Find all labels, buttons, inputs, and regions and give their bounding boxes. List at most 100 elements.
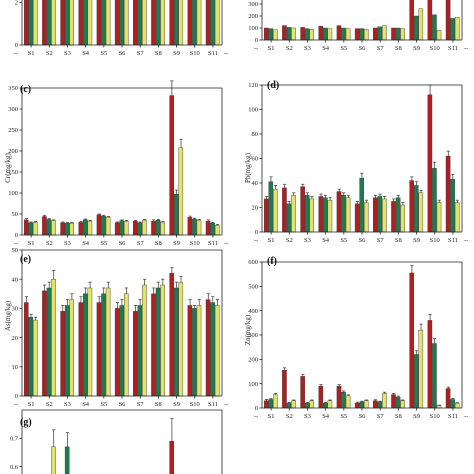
bar-S3-series-3: [309, 29, 314, 41]
bar-S6-series-1: [354, 203, 360, 233]
y-tick-label: 50: [12, 247, 19, 254]
x-tick-label: S4: [322, 237, 330, 244]
bar-S4-series-1: [78, 0, 84, 46]
bar-S4-series-3: [327, 400, 333, 409]
y-tick-label: 150: [8, 169, 18, 176]
y-axis-label: Pb(mg/kg): [244, 152, 252, 183]
bar-S4-series-2: [323, 197, 328, 233]
bar-S11-series-2: [210, 223, 215, 236]
x-tick-label: S9: [413, 413, 420, 420]
y-tick-label: 200: [8, 148, 18, 155]
bar-S1-series-3: [33, 222, 38, 236]
bar-S11-series-2: [210, 302, 215, 397]
bar-S9-series-1: [409, 180, 414, 233]
bar-S11-series-1: [205, 299, 211, 397]
bar-S7-series-2: [377, 401, 383, 409]
bar-S10-series-3: [196, 220, 202, 236]
x-axis-dash: --: [14, 401, 18, 408]
y-tick-label: 100: [8, 190, 18, 197]
bar-S9-series-1: [169, 273, 174, 397]
bar-S6-series-2: [119, 305, 124, 397]
bar-S3-series-1: [60, 0, 65, 46]
x-tick-label: S3: [64, 240, 71, 247]
x-tick-label: S1: [268, 413, 275, 420]
x-tick-label: S3: [64, 50, 71, 57]
bar-S9-series-1: [169, 0, 174, 46]
bar-S3-series-1: [300, 376, 305, 409]
bar-S6-series-3: [363, 29, 369, 41]
bar-S3-series-2: [304, 195, 310, 233]
x-axis-dash: --: [224, 50, 228, 57]
x-tick-label: S2: [46, 240, 53, 247]
bar-S3-series-2: [64, 305, 70, 397]
x-tick-label: S5: [340, 413, 347, 420]
bar-S11-series-3: [214, 225, 220, 236]
bar-S9-series-3: [178, 0, 184, 46]
bar-S11-series-2: [450, 18, 455, 41]
bar-S5-series-2: [101, 215, 106, 236]
bar-S6-series-3: [363, 400, 369, 409]
x-tick-label: S6: [359, 413, 367, 420]
bar-S5-series-1: [96, 214, 102, 236]
bar-S4-series-2: [83, 0, 88, 46]
bar-S7-series-1: [373, 400, 378, 409]
bar-S7-series-3: [382, 393, 387, 409]
x-tick-label: S7: [137, 50, 145, 57]
x-tick-label: S3: [304, 413, 311, 420]
x-tick-label: S1: [268, 45, 275, 52]
bar-S2-series-1: [42, 216, 47, 236]
bar-S2-series-1: [42, 0, 47, 46]
bar-S2-series-3: [291, 27, 296, 41]
bar-S4-series-2: [323, 402, 328, 409]
bar-S1-series-3: [33, 319, 38, 397]
x-axis-dash: --: [254, 413, 258, 420]
y-tick-label: 80: [252, 131, 259, 138]
bar-S11-series-2: [210, 0, 215, 46]
x-axis-dash: --: [254, 45, 258, 52]
bar-S6-series-2: [119, 220, 124, 236]
x-tick-label: S10: [430, 413, 440, 420]
bar-S1-series-1: [23, 302, 29, 397]
bar-S2-series-3: [51, 446, 56, 474]
bar-S6-series-2: [119, 0, 124, 46]
bar-S6-series-2: [359, 177, 364, 233]
panel-label: (e): [20, 254, 31, 265]
x-tick-label: S9: [173, 401, 180, 408]
x-tick-label: S11: [448, 413, 458, 420]
x-tick-label: S4: [322, 45, 330, 52]
x-tick-label: S2: [46, 401, 53, 408]
y-tick-label: 2: [15, 0, 18, 7]
y-tick-label: 20: [252, 205, 259, 212]
bar-S3-series-3: [309, 400, 314, 409]
bar-S8-series-1: [151, 0, 156, 46]
bar-S10-series-2: [432, 14, 437, 41]
y-tick-label: 300: [248, 332, 258, 339]
bar-S5-series-2: [101, 293, 106, 397]
bar-S7-series-2: [377, 196, 383, 233]
bar-S3-series-1: [300, 27, 305, 41]
x-tick-label: S8: [395, 413, 402, 420]
x-tick-label: S6: [359, 45, 367, 52]
y-tick-label: 0: [255, 405, 258, 412]
bar-S1-series-2: [268, 28, 274, 41]
panel-label: (g): [20, 417, 32, 428]
x-tick-label: S3: [304, 237, 311, 244]
bar-S3-series-1: [60, 222, 65, 236]
bar-S3-series-2: [304, 28, 310, 41]
bar-S11-series-2: [450, 399, 455, 409]
chart-panel-2: 0 100 200 300 S1 S2 S3 S4 S5 S6 S7 S8 S9 S10 S11 -- --: [248, 0, 468, 52]
bar-S2-series-2: [46, 0, 52, 46]
bar-S4-series-2: [83, 293, 88, 397]
bar-S3-series-3: [69, 223, 74, 236]
x-tick-label: S8: [395, 237, 402, 244]
bar-S6-series-2: [359, 401, 364, 409]
y-tick-label: 10: [12, 364, 19, 371]
bar-S10-series-2: [432, 343, 437, 409]
bar-S7-series-1: [133, 311, 138, 397]
bar-S7-series-3: [142, 220, 147, 236]
bar-S8-series-2: [395, 396, 401, 409]
bar-S6-series-2: [359, 28, 364, 41]
bar-S10-series-3: [196, 0, 202, 46]
x-tick-label: S11: [208, 240, 218, 247]
bar-S5-series-1: [336, 191, 342, 233]
